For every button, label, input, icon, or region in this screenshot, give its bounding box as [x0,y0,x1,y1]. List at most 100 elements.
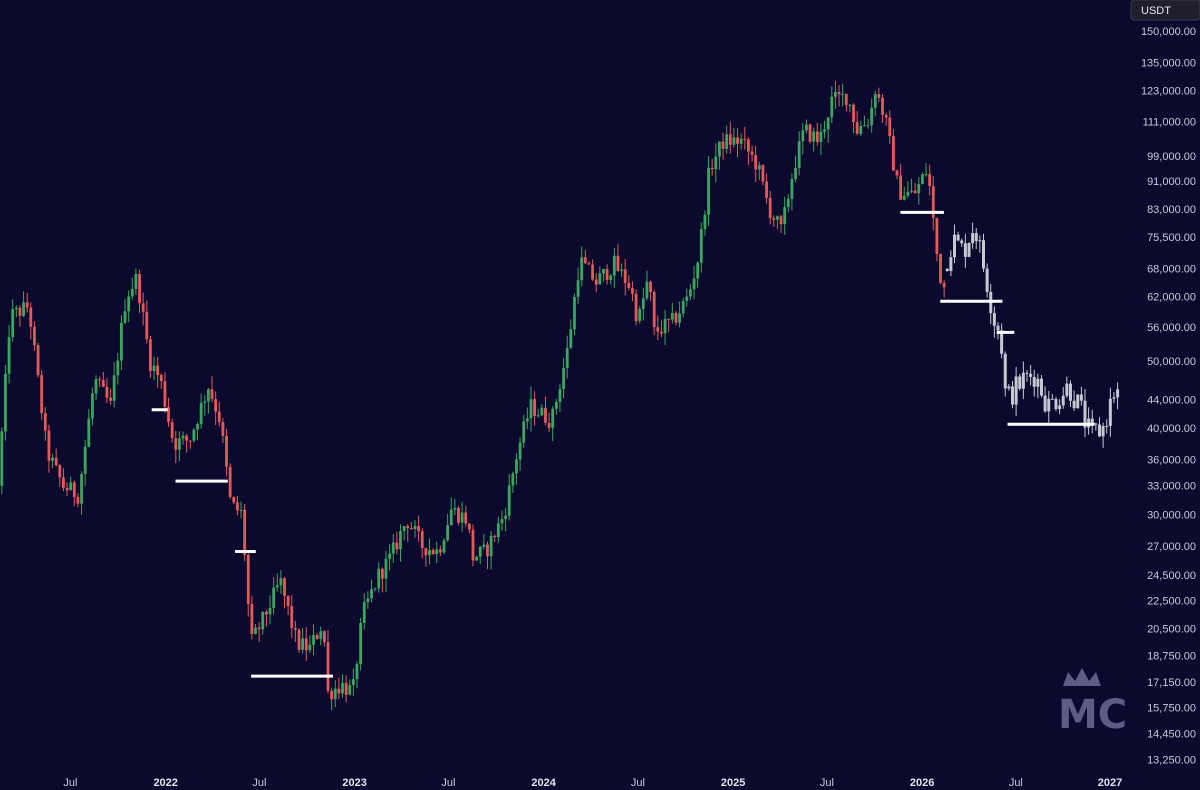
x-tick-label: 2022 [153,777,177,789]
candle-body [873,94,877,108]
y-tick-label: 40,000.00 [1147,423,1196,435]
projection-body [1025,372,1029,374]
candle-9 [33,321,36,352]
candle-150 [544,396,547,426]
candle-body [478,546,482,557]
projection-candle-29 [1050,394,1054,400]
candle-body [583,257,587,264]
candle-18 [65,482,69,496]
projection-candle-23 [1029,364,1033,386]
candle-body [54,457,58,466]
candle-body [188,440,192,442]
candle-235 [852,103,855,134]
candle-140 [507,473,511,521]
candle-body [112,375,116,401]
projection-candle-44 [1105,419,1109,434]
candle-40 [145,300,149,344]
candle-225 [815,122,819,146]
projection-body [1090,418,1094,424]
candle-body [525,418,529,422]
candle-body [406,526,410,529]
candle-body [36,345,40,376]
candle-222 [805,119,808,134]
candle-131 [475,555,479,562]
candle-25 [91,387,94,426]
candle-242 [877,87,881,103]
candle-body [80,474,83,504]
candle-12 [43,406,47,441]
candle-body [417,525,421,532]
candle-body [116,360,120,376]
projection-body [996,325,1000,331]
candle-body [732,137,736,145]
y-tick-label: 20,500.00 [1147,624,1196,636]
projection-body [967,243,971,257]
candle-51 [185,433,189,453]
candle-body [928,174,932,187]
candle-96 [348,679,352,696]
candle-156 [565,335,569,379]
projection-candle-18 [1010,380,1014,409]
candle-body [591,264,594,280]
candle-102 [370,579,373,603]
projection-body [1014,376,1018,405]
candle-body [747,139,750,152]
candle-body [210,389,214,400]
candle-body [899,175,903,200]
candle-227 [823,120,826,139]
x-axis[interactable]: Jul 2022 Jul 2023 Jul 2024 Jul 2025 Jul 2026 Jul 20… [63,777,1122,789]
projection-body [1018,376,1022,389]
projection-body [974,233,978,242]
candle-body [696,262,700,279]
x-tick-label: 2024 [531,777,556,789]
candle-63 [228,463,232,499]
projection-body [956,234,960,241]
candle-body [649,281,652,292]
candle-body [489,535,493,557]
candle-body [884,114,888,118]
candle-226 [819,123,823,155]
candle-174 [631,281,634,302]
candle-214 [776,215,779,230]
candle-243 [881,93,884,123]
y-tick-label: 27,000.00 [1147,541,1196,553]
candle-83 [301,627,305,654]
candle-body [344,682,348,695]
candle-body [76,496,80,504]
candle-body [29,307,33,327]
candle-10 [36,342,40,378]
candle-59 [214,391,218,425]
candle-body [199,402,203,425]
candle-139 [504,508,507,532]
candle-body [380,568,384,579]
candle-30 [109,388,112,405]
projection-body [1000,330,1004,354]
candle-body [192,429,196,441]
currency-badge[interactable]: USDT [1130,0,1200,21]
candle-259 [939,253,942,285]
candle-163 [591,259,594,282]
candle-body [631,288,634,294]
candle-body [438,549,442,553]
candle-129 [467,523,471,534]
candle-255 [924,162,928,177]
candle-body [598,273,602,285]
candle-126 [457,506,460,526]
candle-80 [290,595,294,638]
candle-body [681,301,685,314]
candle-body [533,399,536,416]
currency-badge-box[interactable] [1130,0,1200,21]
candle-body [685,296,689,302]
candle-200 [725,125,729,154]
candle-body [721,141,725,149]
candle-119 [431,547,435,556]
y-axis[interactable]: 150,000.00 135,000.00 123,000.00 111,000.00… [1141,26,1196,767]
candle-body [424,548,428,556]
candle-body [264,611,268,615]
candle-245 [888,110,892,144]
candle-7 [25,292,29,313]
candle-34 [123,298,127,325]
candle-195 [707,155,710,226]
